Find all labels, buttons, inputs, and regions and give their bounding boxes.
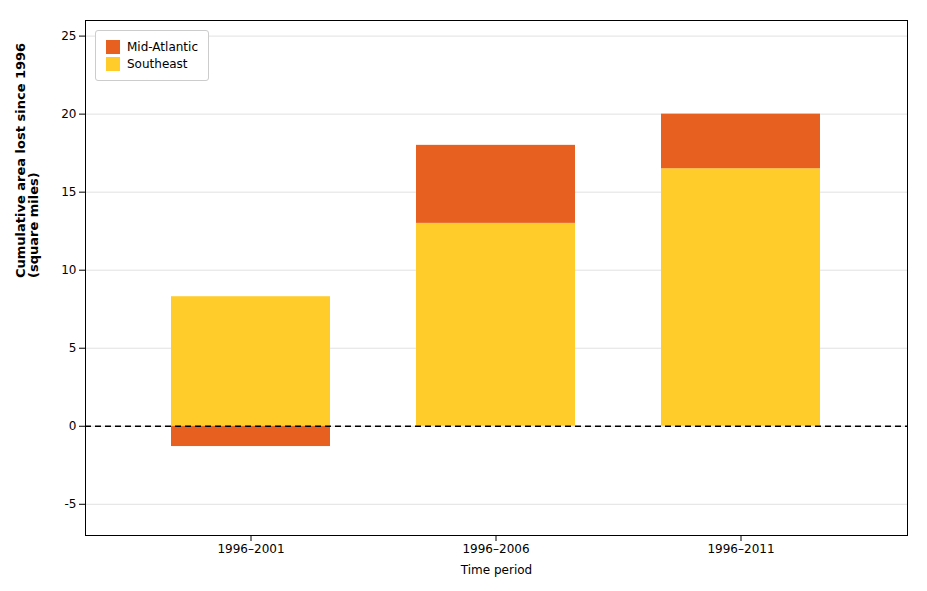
svg-text:25: 25 <box>61 29 76 43</box>
svg-text:1996–2006: 1996–2006 <box>462 542 529 556</box>
svg-text:Cumulative area lost since 199: Cumulative area lost since 1996(square m… <box>13 43 41 278</box>
html-text:Southeast: Southeast <box>127 57 188 71</box>
svg-text:-5: -5 <box>65 497 77 511</box>
svg-text:Time period: Time period <box>460 563 532 577</box>
svg-text:15: 15 <box>61 185 76 199</box>
html-text:Mid-Atlantic: Mid-Atlantic <box>127 40 198 54</box>
svg-text:1996–2011: 1996–2011 <box>707 542 774 556</box>
svg-text:5: 5 <box>69 341 77 355</box>
svg-text:1996–2001: 1996–2001 <box>217 542 284 556</box>
svg-text:0: 0 <box>69 419 77 433</box>
svg-text:20: 20 <box>61 107 76 121</box>
svg-text:10: 10 <box>61 263 76 277</box>
